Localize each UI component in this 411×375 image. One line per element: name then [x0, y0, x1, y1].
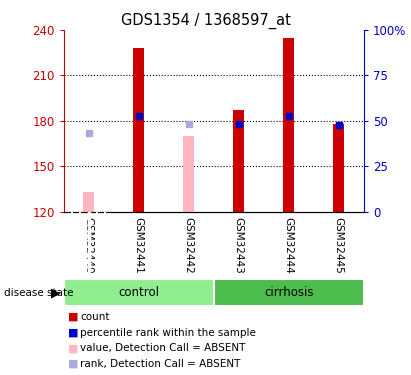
Bar — [64, 279, 214, 306]
Text: GSM32441: GSM32441 — [134, 217, 144, 274]
Text: ■: ■ — [68, 344, 79, 353]
Text: ▶: ▶ — [51, 286, 60, 299]
Bar — [214, 279, 364, 306]
Text: ■: ■ — [68, 328, 79, 338]
Bar — [83, 192, 94, 212]
Text: count: count — [80, 312, 110, 322]
Text: cirrhosis: cirrhosis — [264, 286, 314, 299]
Bar — [183, 136, 194, 212]
Text: GDS1354 / 1368597_at: GDS1354 / 1368597_at — [120, 13, 291, 29]
Text: GSM32444: GSM32444 — [284, 217, 294, 274]
Text: percentile rank within the sample: percentile rank within the sample — [80, 328, 256, 338]
Text: ■: ■ — [68, 359, 79, 369]
Text: value, Detection Call = ABSENT: value, Detection Call = ABSENT — [80, 344, 245, 353]
Text: rank, Detection Call = ABSENT: rank, Detection Call = ABSENT — [80, 359, 240, 369]
Text: GSM32445: GSM32445 — [334, 217, 344, 274]
Text: GSM32442: GSM32442 — [184, 217, 194, 274]
Text: GSM32440: GSM32440 — [84, 217, 94, 274]
Text: GSM32443: GSM32443 — [234, 217, 244, 274]
Bar — [283, 38, 294, 212]
Text: control: control — [118, 286, 159, 299]
Bar — [233, 110, 244, 212]
Text: ■: ■ — [68, 312, 79, 322]
Bar — [133, 48, 144, 212]
Text: disease state: disease state — [4, 288, 74, 297]
Bar — [333, 124, 344, 212]
